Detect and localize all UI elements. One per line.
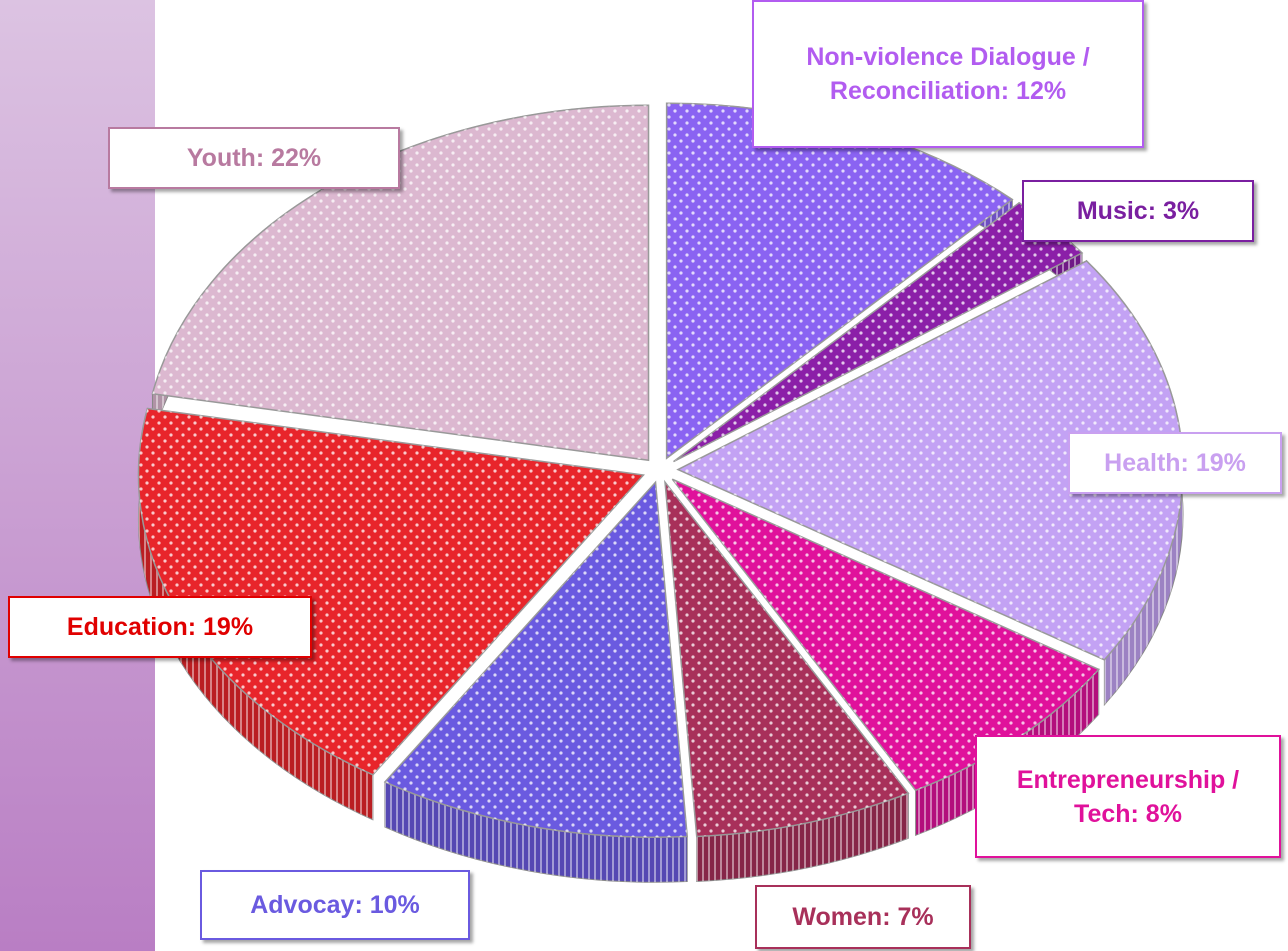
- slice-side-texture: [696, 793, 909, 882]
- slice-texture: [665, 482, 909, 837]
- data-label: Non-violence Dialogue / Reconciliation: …: [752, 0, 1144, 148]
- data-label: Youth: 22%: [108, 127, 400, 189]
- data-label: Education: 19%: [8, 596, 312, 658]
- data-label: Advocay: 10%: [200, 870, 470, 940]
- data-label: Health: 19%: [1068, 432, 1282, 494]
- slice-texture: [677, 260, 1183, 660]
- slice-texture: [138, 408, 644, 775]
- data-label: Women: 7%: [755, 885, 971, 949]
- data-label: Entrepreneurship / Tech: 8%: [975, 735, 1281, 858]
- slice-texture: [673, 202, 1083, 462]
- slice-texture: [672, 479, 1099, 791]
- data-label: Music: 3%: [1022, 180, 1254, 242]
- slice-texture: [384, 482, 688, 838]
- slice-side-texture: [384, 781, 688, 883]
- slice-texture: [666, 103, 1013, 459]
- slice-texture: [152, 105, 649, 461]
- slice-side-texture: [138, 408, 373, 820]
